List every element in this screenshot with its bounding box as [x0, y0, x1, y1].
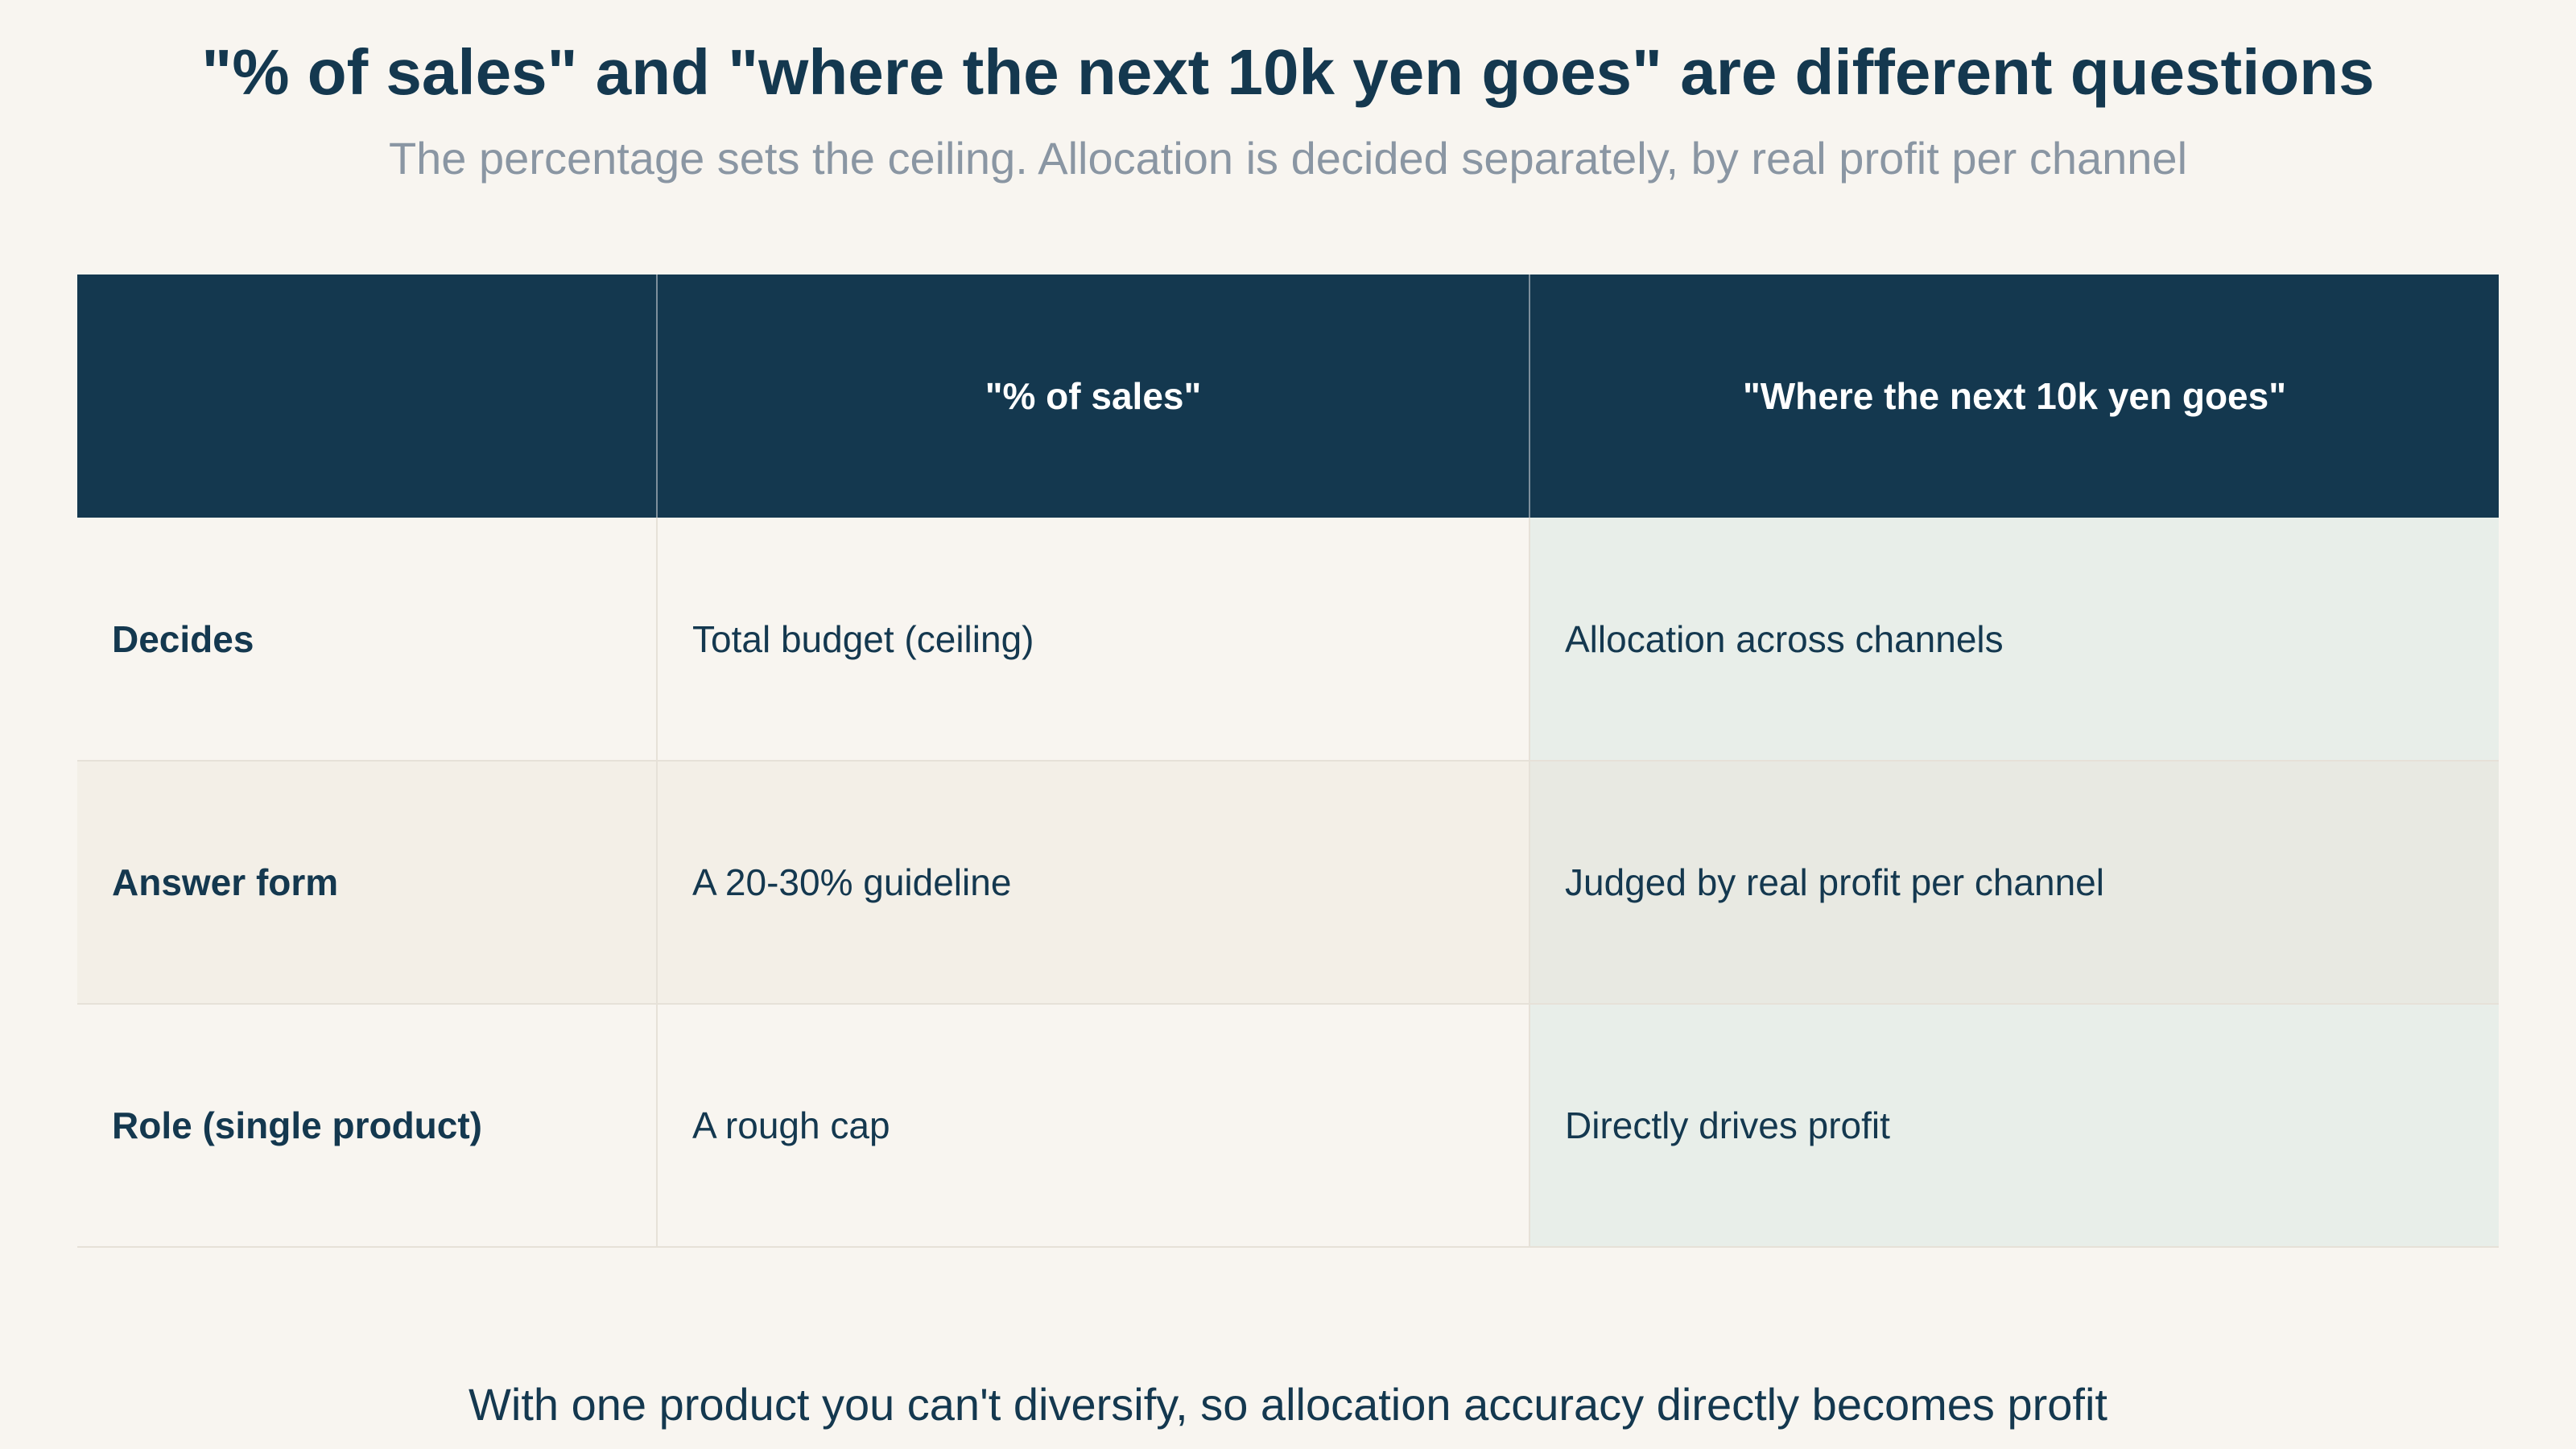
table-cell: A 20-30% guideline: [656, 761, 1530, 1004]
header-cell: "Where the next 10k yen goes": [1529, 275, 2499, 518]
table-row: Answer form A 20-30% guideline Judged by r…: [77, 761, 2499, 1004]
header-cell: [77, 275, 657, 518]
row-label: Answer form: [77, 761, 657, 1004]
table-body: Decides Total budget (ceiling) Allocation …: [77, 518, 2499, 1247]
table-cell: Total budget (ceiling): [656, 518, 1530, 761]
table-cell: A rough cap: [656, 1004, 1530, 1247]
header-cell: "% of sales": [656, 275, 1530, 518]
table-cell: Directly drives profit: [1529, 1004, 2499, 1247]
table-cell: Judged by real profit per channel: [1529, 761, 2499, 1004]
footer-note: With one product you can't diversify, so…: [469, 1379, 2107, 1430]
subtitle: The percentage sets the ceiling. Allocat…: [388, 133, 2188, 184]
row-label: Role (single product): [77, 1004, 657, 1247]
table-cell: Allocation across channels: [1529, 518, 2499, 761]
table-row: Role (single product) A rough cap Directly…: [77, 1004, 2499, 1247]
row-label: Decides: [77, 518, 657, 761]
title: "% of sales" and "where the next 10k yen…: [201, 36, 2375, 108]
table-row: Decides Total budget (ceiling) Allocation …: [77, 518, 2499, 761]
comparison-table: "% of sales" "Where the next 10k yen goes…: [77, 275, 2499, 1248]
header-row: "% of sales" "Where the next 10k yen goes…: [77, 275, 2499, 518]
